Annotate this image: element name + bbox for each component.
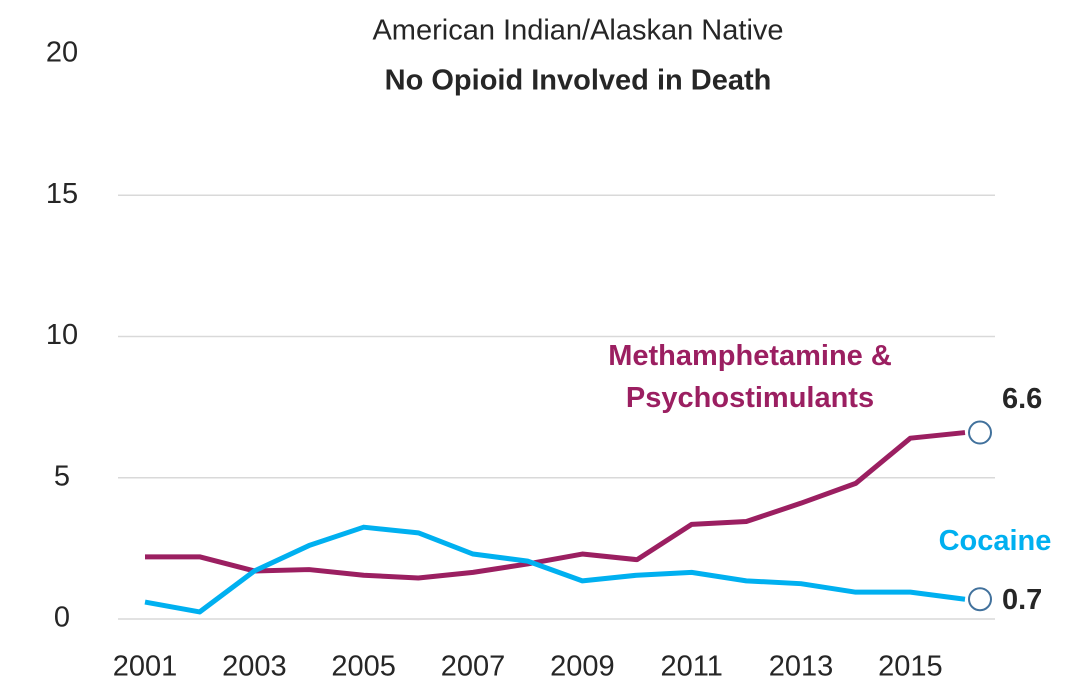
y-tick-label: 20: [46, 37, 78, 69]
y-tick-label: 0: [54, 602, 70, 634]
x-tick-label: 2015: [878, 651, 943, 683]
series-line: [144, 524, 966, 615]
end-marker: [968, 420, 992, 445]
chart-subtitle: No Opioid Involved in Death: [385, 65, 772, 97]
series-label: Methamphetamine & Psychostimulants: [608, 340, 892, 414]
x-tick-label: 2001: [113, 651, 178, 683]
y-tick-label: 10: [46, 319, 78, 351]
x-tick-label: 2005: [331, 651, 396, 683]
chart-title: American Indian/Alaskan Native: [372, 15, 783, 47]
end-marker: [968, 587, 992, 612]
x-tick-label: 2003: [222, 651, 287, 683]
y-tick-label: 5: [54, 460, 70, 492]
series-label: Cocaine: [938, 525, 1052, 557]
value-label: 0.7: [1002, 584, 1042, 616]
series-line: [145, 430, 966, 581]
x-tick-label: 2009: [550, 651, 615, 683]
x-tick-label: 2011: [660, 651, 722, 683]
x-tick-label: 2013: [769, 651, 834, 683]
value-label: 6.6: [1002, 383, 1042, 415]
x-tick-label: 2007: [441, 651, 506, 683]
y-tick-label: 15: [46, 178, 78, 210]
